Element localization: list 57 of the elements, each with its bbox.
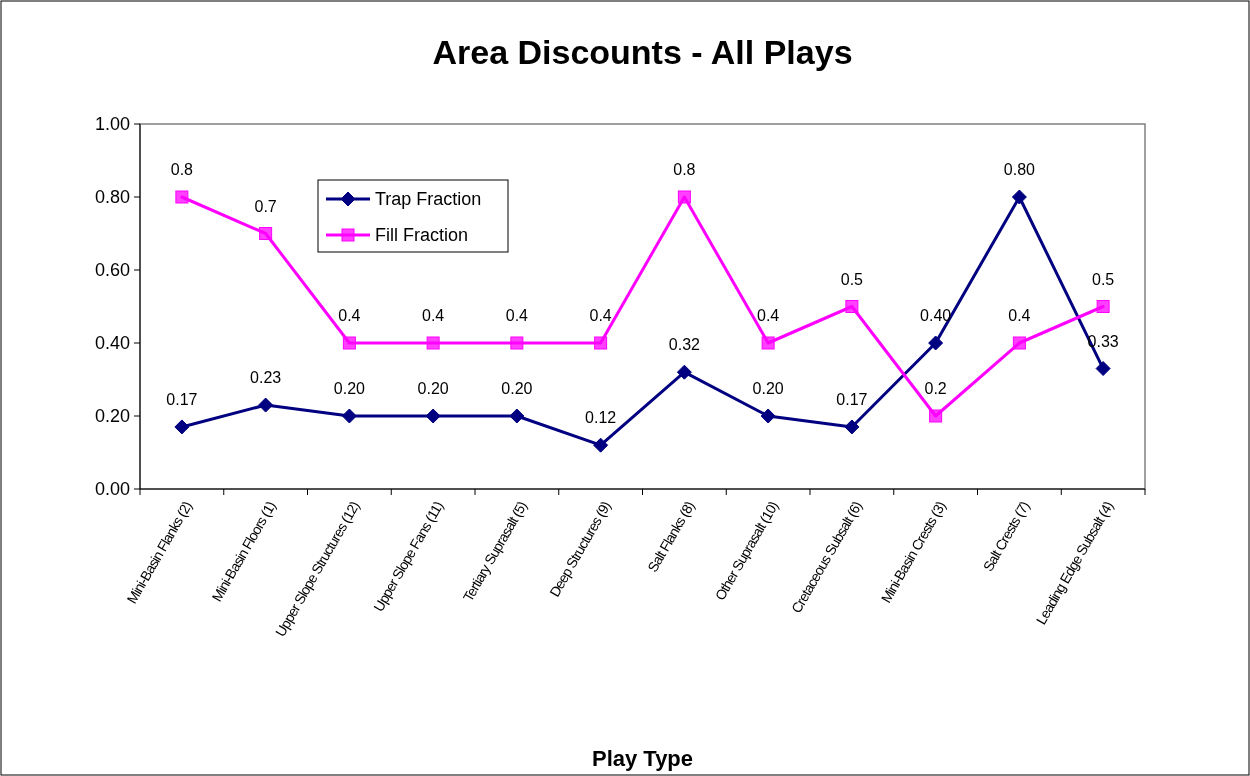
point [509,408,525,424]
data-label: 0.2 [924,380,947,397]
data-label: 0.7 [254,197,277,215]
data-label: 0.40 [920,307,952,324]
x-axis-title: Play Type [591,746,694,771]
point [1095,361,1111,377]
data-label: 0.12 [585,409,617,427]
point [594,336,608,350]
data-label: 0.8 [673,161,696,178]
legend-label: Trap Fraction [375,189,482,210]
point [341,408,357,424]
point [510,336,524,350]
y-tick-label: 0.20 [94,406,130,427]
data-label: 0.23 [250,369,282,387]
point [677,190,691,204]
point [259,227,273,240]
point [928,335,944,351]
data-label: 0.4 [422,307,445,324]
point [761,336,775,350]
point [929,409,943,423]
data-label: 0.4 [338,307,361,324]
point [844,419,860,435]
data-label: 0.32 [668,336,701,354]
data-label: 0.20 [501,380,533,397]
y-tick-label: 0.00 [94,479,130,500]
point [1011,189,1027,205]
point [1096,300,1110,313]
data-label: 0.4 [1008,307,1031,324]
data-label: 0.17 [166,390,198,408]
point [593,437,609,453]
point [258,397,274,413]
data-label: 0.17 [836,390,868,408]
y-tick-label: 0.40 [94,333,130,354]
point [1012,336,1026,350]
point [425,408,441,424]
point [426,336,440,350]
data-label: 0.4 [757,307,780,324]
point [342,336,356,350]
point [845,300,859,313]
data-label: 0.20 [752,380,784,397]
legend-label: Fill Fraction [375,225,469,246]
chart-title: Area Discounts - All Plays [432,33,853,71]
data-label: 0.80 [1003,161,1036,178]
point [760,408,776,424]
data-label: 0.4 [589,307,612,324]
data-label: 0.5 [1092,270,1115,288]
y-tick-label: 0.80 [94,187,130,208]
point [175,190,189,204]
data-label: 0.8 [170,161,194,178]
y-tick-label: 1.00 [94,114,130,135]
y-tick-label: 0.60 [94,260,130,281]
point [676,364,692,380]
data-label: 0.5 [840,270,864,288]
point [174,419,190,435]
data-label: 0.4 [505,307,529,324]
data-label: 0.20 [333,380,366,397]
data-label: 0.20 [417,380,449,397]
